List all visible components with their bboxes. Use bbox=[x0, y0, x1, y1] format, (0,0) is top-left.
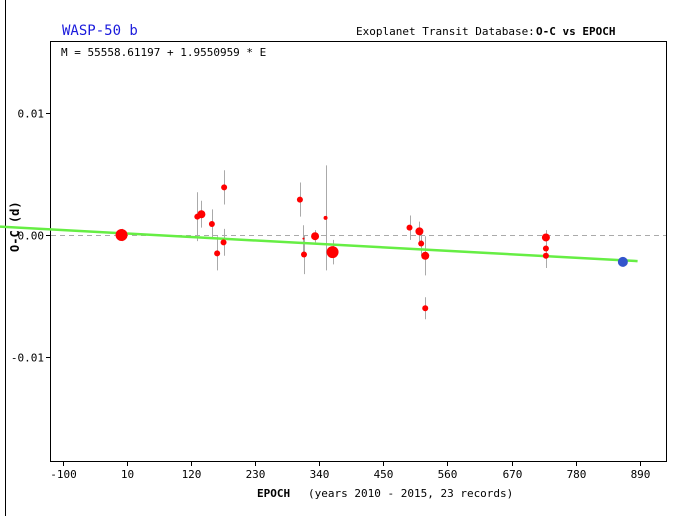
x-tick-label: 780 bbox=[567, 468, 587, 481]
data-point bbox=[221, 184, 228, 191]
y-tick-label: 0.00 bbox=[18, 230, 45, 243]
data-point bbox=[542, 245, 549, 252]
data-point bbox=[296, 196, 303, 203]
x-tick-label: 340 bbox=[310, 468, 330, 481]
data-point bbox=[422, 305, 429, 312]
points-layer bbox=[115, 184, 628, 312]
data-point bbox=[326, 246, 339, 259]
fit-equation: M = 55558.61197 + 1.9550959 * E bbox=[61, 46, 266, 59]
plot-frame bbox=[50, 41, 667, 462]
data-point bbox=[302, 237, 305, 240]
errorbars-layer bbox=[122, 165, 624, 320]
y-tick-label: -0.01 bbox=[11, 352, 44, 365]
x-tick-label: 120 bbox=[182, 468, 202, 481]
data-point bbox=[415, 227, 424, 236]
x-tick-label: 890 bbox=[631, 468, 651, 481]
x-tick-label: -100 bbox=[50, 468, 77, 481]
x-tick-label: 10 bbox=[121, 468, 134, 481]
x-axis-note: (years 2010 - 2015, 23 records) bbox=[308, 487, 513, 500]
axis-ticks: -100 10 120 230 340 450 560 670 780 890 0.01 0.00 -0… bbox=[11, 108, 651, 482]
y-tick-label: 0.01 bbox=[18, 108, 45, 121]
x-tick-label: 670 bbox=[503, 468, 523, 481]
x-tick-label: 560 bbox=[438, 468, 458, 481]
data-point bbox=[421, 251, 430, 260]
database-title: Exoplanet Transit Database: bbox=[356, 25, 535, 38]
data-point bbox=[323, 215, 328, 220]
data-point bbox=[541, 233, 550, 242]
data-point bbox=[300, 251, 307, 258]
planet-title: WASP-50 b bbox=[62, 23, 138, 39]
x-tick-label: 450 bbox=[374, 468, 394, 481]
x-axis-label: EPOCH bbox=[257, 487, 290, 500]
fit-line-layer bbox=[0, 225, 638, 263]
data-point bbox=[115, 229, 128, 242]
data-point-highlighted bbox=[617, 256, 628, 267]
fit-line bbox=[0, 225, 638, 263]
view-title: O-C vs EPOCH bbox=[536, 25, 615, 38]
x-tick-label: 230 bbox=[246, 468, 266, 481]
data-point bbox=[542, 252, 549, 259]
data-point bbox=[406, 224, 413, 231]
data-point bbox=[311, 232, 320, 241]
y-axis-label: O-C (d) bbox=[8, 201, 22, 252]
data-point bbox=[208, 221, 215, 228]
data-point bbox=[197, 210, 206, 219]
data-point bbox=[418, 240, 425, 247]
data-point bbox=[220, 239, 227, 246]
data-point bbox=[214, 250, 221, 257]
